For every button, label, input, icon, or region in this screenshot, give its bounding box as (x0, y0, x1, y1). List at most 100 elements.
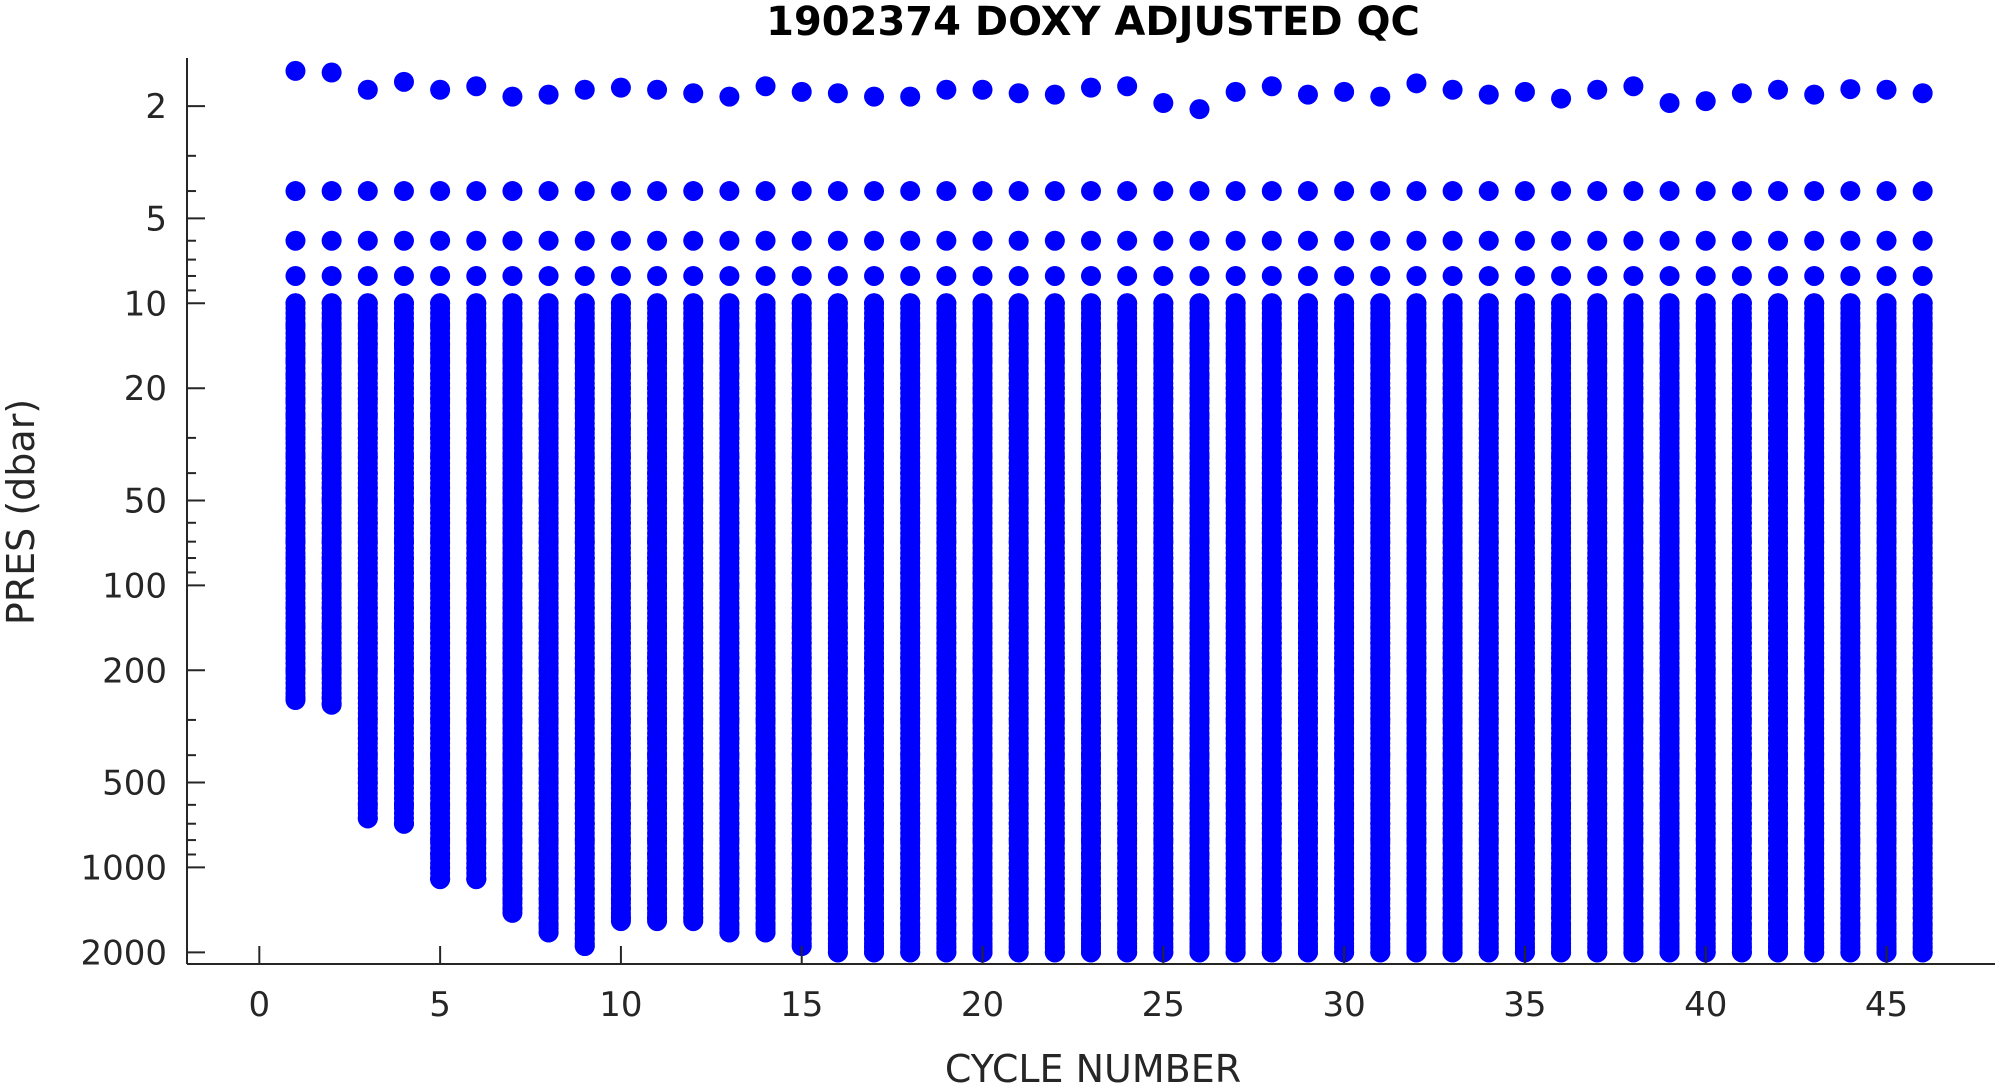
data-point (1297, 942, 1318, 963)
data-point (683, 83, 704, 104)
data-point (1117, 230, 1138, 251)
data-point (393, 265, 414, 286)
data-point (321, 265, 342, 286)
data-point (900, 265, 921, 286)
data-point (574, 230, 595, 251)
data-point (1261, 76, 1282, 97)
data-point (719, 230, 740, 251)
data-point (827, 83, 848, 104)
data-point (1153, 181, 1174, 202)
data-point (936, 181, 957, 202)
data-point (1117, 76, 1138, 97)
data-point (1261, 230, 1282, 251)
data-point (538, 230, 559, 251)
data-point (610, 230, 631, 251)
data-point (719, 922, 740, 943)
data-point (1081, 265, 1101, 286)
data-point (1297, 265, 1318, 286)
data-point (900, 230, 921, 251)
data-point (1153, 230, 1174, 251)
data-point (683, 181, 704, 202)
data-point (755, 76, 776, 97)
data-point (321, 694, 342, 715)
data-point (1189, 181, 1210, 202)
data-point (1189, 942, 1210, 963)
data-point (755, 181, 776, 202)
data-point (393, 813, 414, 834)
data-point (1334, 81, 1355, 102)
data-point (791, 81, 812, 102)
data-point (1008, 265, 1029, 286)
data-point (972, 230, 993, 251)
data-point (1334, 181, 1355, 202)
data-point (900, 942, 921, 963)
data-point (827, 181, 848, 202)
data-point (1117, 265, 1138, 286)
data-point (321, 230, 342, 251)
data-point (1153, 265, 1174, 286)
data-point (1081, 77, 1101, 98)
data-point (864, 181, 885, 202)
data-point (1008, 181, 1029, 202)
data-point (900, 86, 921, 107)
data-point (1189, 230, 1210, 251)
data-point (683, 911, 704, 932)
data-point (1261, 265, 1282, 286)
data-point (972, 181, 993, 202)
data-point (1081, 942, 1101, 963)
data-point (430, 230, 451, 251)
data-point (972, 79, 993, 100)
data-point (466, 76, 487, 97)
data-point (864, 942, 885, 963)
data-point (755, 922, 776, 943)
data-point (502, 86, 523, 107)
data-point (357, 808, 378, 829)
data-point (1008, 83, 1029, 104)
data-point (936, 942, 957, 963)
data-point (357, 181, 378, 202)
data-point (285, 181, 306, 202)
data-point (574, 79, 595, 100)
data-point (610, 77, 631, 98)
data-point (683, 230, 704, 251)
data-point (1334, 265, 1355, 286)
data-point (430, 79, 451, 100)
data-point (647, 911, 668, 932)
data-point (647, 181, 668, 202)
data-point (285, 265, 306, 286)
data-point (972, 265, 993, 286)
data-point (502, 230, 523, 251)
data-point (719, 181, 740, 202)
data-point (1044, 230, 1065, 251)
data-point (647, 79, 668, 100)
data-point (864, 230, 885, 251)
data-point (502, 902, 523, 923)
data-point (1081, 181, 1101, 202)
data-point (393, 71, 414, 92)
data-point (936, 265, 957, 286)
data-point (864, 265, 885, 286)
data-point (936, 230, 957, 251)
data-point (321, 181, 342, 202)
data-point (791, 181, 812, 202)
data-point (1297, 230, 1318, 251)
data-point (357, 230, 378, 251)
data-point (1044, 942, 1065, 963)
data-point (393, 181, 414, 202)
data-point (1008, 230, 1029, 251)
chart-title: 1902374 DOXY ADJUSTED QC (766, 0, 1420, 45)
data-point (574, 181, 595, 202)
data-point (791, 265, 812, 286)
data-point (538, 84, 559, 105)
data-point (719, 265, 740, 286)
data-point (827, 265, 848, 286)
data-point (936, 79, 957, 100)
data-point (610, 181, 631, 202)
data-point (900, 181, 921, 202)
data-point (1261, 181, 1282, 202)
data-point (683, 265, 704, 286)
data-point (1261, 942, 1282, 963)
data-point (285, 690, 306, 711)
data-point (1044, 84, 1065, 105)
